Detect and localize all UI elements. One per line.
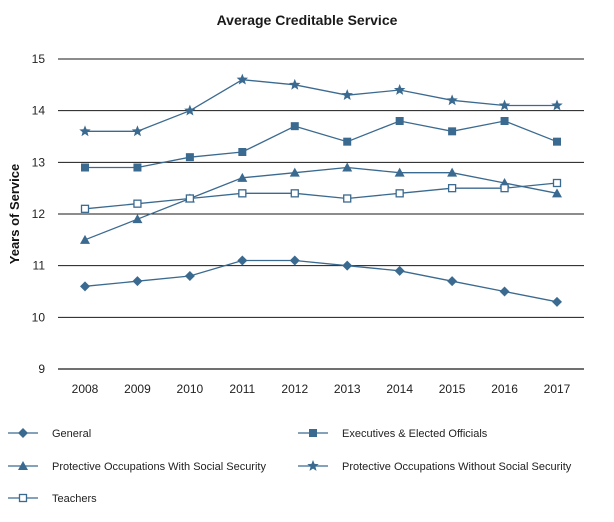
- data-point: [289, 255, 300, 266]
- series-line: [84, 166, 558, 241]
- data-point: [290, 122, 299, 131]
- data-point: [237, 255, 248, 266]
- x-tick-label: 2014: [386, 382, 413, 396]
- series-general: [80, 255, 562, 307]
- data-point: [498, 99, 511, 111]
- data-point: [184, 104, 196, 116]
- data-point: [289, 167, 300, 177]
- axes: 9 10 11 12 13 14 15 2008 2009 2010 2011 2012 2013 201…: [7, 52, 571, 396]
- data-point: [185, 153, 194, 162]
- y-tick-label: 11: [33, 259, 46, 273]
- legend-marker: [18, 461, 28, 470]
- data-point: [499, 286, 510, 297]
- data-point: [133, 163, 142, 172]
- legend-label: General: [52, 428, 91, 440]
- data-point: [395, 117, 404, 125]
- data-point: [447, 167, 458, 177]
- data-point: [447, 184, 457, 193]
- data-point: [290, 189, 299, 198]
- data-point: [552, 178, 562, 188]
- data-point: [342, 162, 353, 172]
- data-point: [238, 189, 247, 198]
- legend-marker: [309, 429, 317, 437]
- x-tick-label: 2013: [334, 382, 361, 396]
- data-point: [133, 199, 142, 208]
- y-tick-label: 9: [38, 362, 45, 376]
- data-point: [500, 184, 509, 193]
- data-point: [236, 73, 249, 85]
- series-teachers: [80, 178, 562, 213]
- x-tick-label: 2010: [177, 382, 204, 396]
- data-point: [237, 172, 248, 182]
- x-tick-label: 2017: [544, 382, 571, 396]
- data-point: [132, 214, 143, 224]
- legend-item: Protective Occupations Without Social Se…: [298, 460, 572, 473]
- data-point: [343, 137, 352, 146]
- series-protective-occupations-without-social-security: [79, 73, 563, 137]
- legend-item: General: [8, 428, 91, 440]
- data-point: [448, 127, 457, 136]
- y-tick-label: 12: [32, 207, 46, 221]
- data-point: [394, 265, 405, 276]
- series-protective-occupations-with-social-security: [80, 162, 562, 244]
- y-axis-label: Years of Service: [7, 164, 22, 264]
- series-line: [84, 182, 558, 210]
- series-line: [85, 79, 557, 132]
- x-tick-label: 2008: [72, 382, 99, 396]
- data-point: [394, 167, 405, 177]
- y-tick-label: 14: [32, 104, 46, 118]
- data-point: [500, 117, 509, 125]
- data-point: [553, 137, 561, 146]
- legend-marker: [18, 493, 28, 503]
- data-point: [341, 89, 353, 101]
- data-point: [446, 94, 458, 106]
- data-point: [80, 281, 90, 292]
- y-tick-label: 13: [32, 155, 46, 169]
- data-point: [185, 194, 195, 203]
- data-point: [289, 78, 301, 90]
- series-executives-and-elected-officials: [81, 117, 561, 172]
- legend-label: Teachers: [52, 493, 97, 505]
- y-tick-label: 15: [32, 52, 46, 66]
- data-point: [393, 84, 406, 95]
- data-point: [184, 271, 195, 281]
- x-tick-label: 2016: [491, 382, 518, 396]
- legend-item: Executives & Elected Officials: [298, 428, 488, 440]
- x-tick-label: 2009: [124, 382, 151, 396]
- data-point: [80, 204, 90, 213]
- legend: General Executives & Elected Officials Pro…: [8, 428, 572, 505]
- legend-item: Protective Occupations With Social Secur…: [8, 461, 266, 473]
- data-point: [80, 234, 90, 244]
- data-point: [238, 148, 247, 156]
- data-point: [342, 260, 353, 271]
- legend-marker: [307, 460, 319, 471]
- x-tick-label: 2015: [439, 382, 466, 396]
- data-point: [81, 163, 89, 172]
- legend-label: Protective Occupations With Social Secur…: [52, 461, 266, 473]
- data-point: [132, 276, 143, 287]
- data-point: [79, 125, 91, 137]
- legend-marker: [18, 428, 28, 438]
- data-point: [447, 276, 458, 287]
- data-point: [131, 125, 144, 137]
- data-point: [551, 99, 563, 111]
- gridlines: [58, 58, 584, 370]
- legend-label: Protective Occupations Without Social Se…: [342, 461, 572, 473]
- data-point: [343, 194, 352, 203]
- legend-label: Executives & Elected Officials: [342, 428, 488, 440]
- x-tick-label: 2012: [281, 382, 308, 396]
- data-point: [395, 189, 404, 198]
- data-point: [552, 188, 562, 198]
- series-line: [85, 120, 558, 169]
- x-tick-label: 2011: [229, 382, 255, 396]
- chart-title: Average Creditable Service: [216, 12, 398, 28]
- data-point: [552, 296, 562, 307]
- legend-item: Teachers: [8, 493, 97, 505]
- series-line: [84, 259, 558, 303]
- series-group: [79, 73, 563, 307]
- y-tick-label: 10: [32, 310, 46, 324]
